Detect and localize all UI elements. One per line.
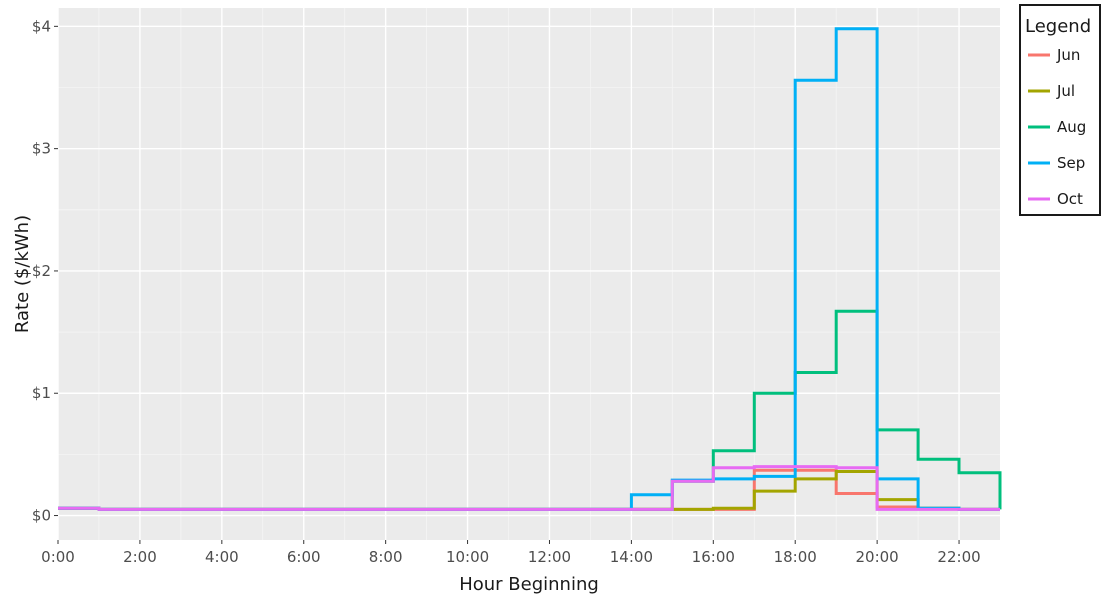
legend: Legend Jun Jul Aug Sep Oct xyxy=(1019,4,1101,216)
plot-panel xyxy=(58,8,1000,540)
y-tick-label: $1 xyxy=(32,384,51,402)
x-tick-label: 10:00 xyxy=(446,548,489,566)
y-tick-label: $2 xyxy=(32,262,51,280)
y-tick-label: $3 xyxy=(32,140,51,158)
x-tick-label: 18:00 xyxy=(774,548,817,566)
legend-title: Legend xyxy=(1025,16,1091,37)
legend-label-sep: Sep xyxy=(1057,154,1085,172)
x-tick-label: 20:00 xyxy=(856,548,899,566)
x-tick-label: 4:00 xyxy=(205,548,239,566)
x-tick-label: 0:00 xyxy=(41,548,75,566)
x-tick-label: 22:00 xyxy=(937,548,980,566)
series-line-oct xyxy=(58,465,1000,511)
x-axis-title: Hour Beginning xyxy=(459,574,599,595)
y-tick-label: $0 xyxy=(32,507,51,525)
y-axis-title: Rate ($/kWh) xyxy=(12,215,33,333)
x-tick-label: 6:00 xyxy=(287,548,321,566)
legend-box xyxy=(1019,4,1101,216)
x-tick-label: 2:00 xyxy=(123,548,157,566)
x-tick-label: 14:00 xyxy=(610,548,653,566)
legend-label-jul: Jul xyxy=(1056,82,1075,100)
x-tick-label: 8:00 xyxy=(369,548,403,566)
y-tick-label: $4 xyxy=(32,17,51,35)
x-tick-label: 12:00 xyxy=(528,548,571,566)
legend-label-aug: Aug xyxy=(1057,118,1086,136)
legend-label-oct: Oct xyxy=(1057,190,1083,208)
x-tick-label: 16:00 xyxy=(692,548,735,566)
legend-label-jun: Jun xyxy=(1056,46,1080,64)
